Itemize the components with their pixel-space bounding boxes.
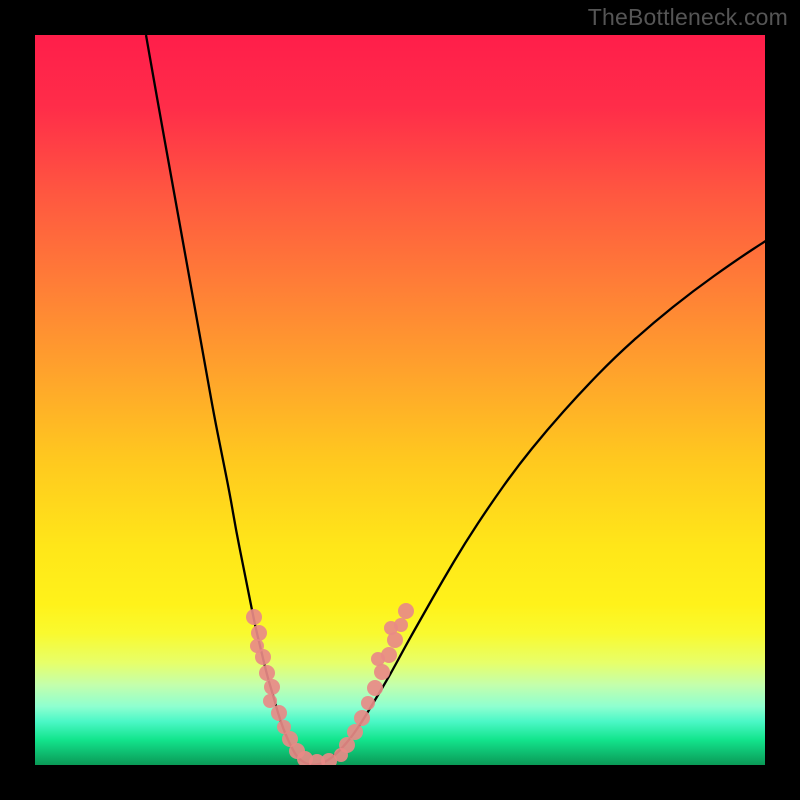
data-point-marker <box>381 647 397 663</box>
bottleneck-curve <box>35 35 765 765</box>
data-point-marker <box>394 618 408 632</box>
data-point-marker <box>259 665 275 681</box>
data-point-marker <box>271 705 287 721</box>
data-point-marker <box>246 609 262 625</box>
watermark-text: TheBottleneck.com <box>588 4 788 31</box>
data-point-marker <box>263 694 277 708</box>
data-point-marker <box>347 724 363 740</box>
data-point-marker <box>367 680 383 696</box>
data-point-marker <box>374 664 390 680</box>
data-point-marker <box>255 649 271 665</box>
curve-left <box>146 35 313 765</box>
data-point-marker <box>251 625 267 641</box>
data-point-marker <box>398 603 414 619</box>
bead-layer <box>246 603 414 765</box>
data-point-marker <box>361 696 375 710</box>
data-point-marker <box>264 679 280 695</box>
plot-area <box>35 35 765 765</box>
data-point-marker <box>354 710 370 726</box>
